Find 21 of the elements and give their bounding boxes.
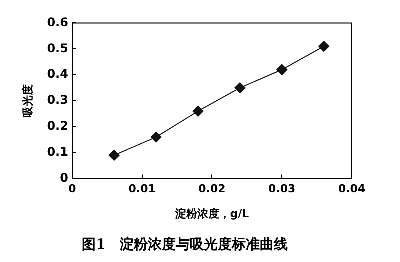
point	[276, 64, 288, 76]
x-tick-label: 0.01	[128, 182, 156, 196]
x-tick-label: 0.03	[268, 182, 296, 196]
point	[108, 150, 120, 161]
y-tick-label: 0.1	[47, 144, 68, 159]
y-tick-label: 0.6	[47, 15, 68, 30]
x-axis-title: 淀粉浓度，g/L	[174, 207, 250, 220]
y-tick-label: 0.3	[47, 93, 68, 108]
y-tick-label: 0.5	[47, 41, 68, 56]
y-axis-title: 吸光度	[21, 84, 34, 118]
text: 图1 淀粉浓度与吸光度标准曲线	[82, 236, 288, 254]
point	[234, 82, 246, 94]
point	[318, 41, 330, 52]
point	[150, 132, 162, 143]
y-tick-label: 0.2	[47, 119, 68, 134]
point	[192, 106, 204, 117]
x-tick-label: 0.02	[198, 182, 226, 196]
y-tick-label: 0.4	[47, 67, 68, 82]
x-tick-label: 0	[68, 182, 77, 196]
y-tick-label: 0	[60, 170, 68, 185]
x-tick-label: 0.04	[338, 182, 366, 196]
